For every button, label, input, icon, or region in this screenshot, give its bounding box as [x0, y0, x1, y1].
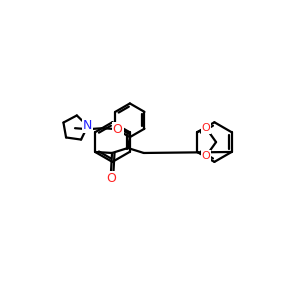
- Text: O: O: [106, 172, 116, 185]
- Text: O: O: [202, 123, 211, 133]
- Text: O: O: [113, 123, 123, 136]
- Text: O: O: [202, 151, 211, 161]
- Text: N: N: [83, 119, 92, 133]
